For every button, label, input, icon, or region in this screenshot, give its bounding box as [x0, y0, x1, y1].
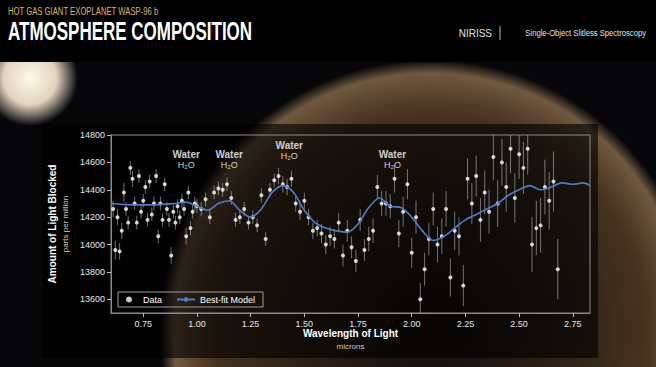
svg-text:Best-fit Model: Best-fit Model — [200, 295, 255, 305]
svg-text:Water: Water — [379, 149, 407, 160]
svg-text:Water: Water — [172, 149, 200, 160]
svg-text:13600: 13600 — [80, 294, 105, 304]
svg-text:14200: 14200 — [80, 212, 105, 222]
svg-text:1.00: 1.00 — [188, 319, 206, 329]
svg-text:14400: 14400 — [80, 185, 105, 195]
svg-text:14800: 14800 — [80, 130, 105, 140]
svg-text:1.75: 1.75 — [349, 318, 367, 329]
svg-text:H₂O: H₂O — [221, 160, 238, 170]
svg-text:1.50: 1.50 — [295, 318, 314, 329]
svg-text:2.50: 2.50 — [510, 319, 528, 329]
svg-text:microns: microns — [336, 342, 364, 351]
svg-text:Wavelength of Light: Wavelength of Light — [303, 328, 399, 339]
svg-text:Amount of Light Blocked: Amount of Light Blocked — [47, 165, 58, 284]
svg-text:1.25: 1.25 — [242, 319, 260, 329]
svg-text:Single-Object Slitless Spectro: Single-Object Slitless Spectroscopy — [525, 28, 646, 39]
svg-text:HOT GAS GIANT EXOPLANET WASP-9: HOT GAS GIANT EXOPLANET WASP-96 b — [8, 4, 158, 17]
svg-text:H₂O: H₂O — [178, 160, 195, 170]
svg-text:NIRISS: NIRISS — [459, 28, 493, 39]
svg-text:2.75: 2.75 — [564, 319, 582, 329]
svg-text:14000: 14000 — [80, 240, 105, 250]
svg-text:parts per million: parts per million — [61, 196, 70, 252]
svg-text:Data: Data — [143, 295, 162, 305]
svg-text:H₂O: H₂O — [384, 160, 401, 170]
svg-text:14600: 14600 — [80, 157, 105, 167]
svg-text:13800: 13800 — [80, 267, 105, 277]
svg-text:0.75: 0.75 — [134, 319, 152, 329]
svg-text:Water: Water — [215, 149, 243, 160]
svg-text:H₂O: H₂O — [281, 151, 298, 161]
svg-text:2.00: 2.00 — [403, 319, 421, 329]
svg-text:2.25: 2.25 — [457, 319, 475, 329]
svg-text:ATMOSPHERE COMPOSITION: ATMOSPHERE COMPOSITION — [8, 17, 252, 45]
svg-text:Water: Water — [276, 140, 304, 151]
